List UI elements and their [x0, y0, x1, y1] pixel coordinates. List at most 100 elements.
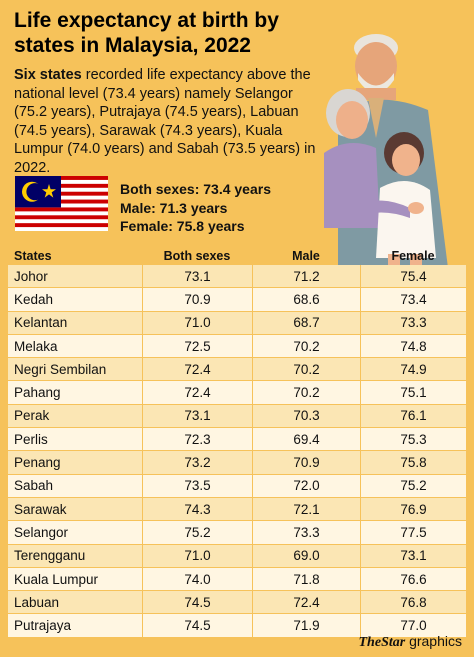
- header-male: Male: [292, 249, 320, 263]
- cell-male: 72.0: [252, 474, 360, 497]
- cell-female: 75.1: [360, 381, 466, 404]
- cell-state: Melaka: [14, 338, 58, 354]
- cell-female: 77.5: [360, 521, 466, 544]
- stat-both-sexes: Both sexes: 73.4 years: [120, 181, 271, 197]
- brand-logo: TheStar: [359, 635, 406, 650]
- cell-state: Sarawak: [14, 501, 67, 517]
- cell-state: Perak: [14, 408, 50, 424]
- footer-suffix: graphics: [405, 633, 462, 649]
- table-row: Putrajaya 74.5 71.9 77.0: [8, 614, 466, 638]
- cell-both-sexes: 75.2: [142, 521, 252, 544]
- cell-both-sexes: 73.1: [142, 265, 252, 288]
- table-row: Terengganu 71.0 69.0 73.1: [8, 544, 466, 568]
- table-row: Selangor 75.2 73.3 77.5: [8, 521, 466, 545]
- table-row: Labuan 74.5 72.4 76.8: [8, 591, 466, 615]
- cell-female: 76.1: [360, 404, 466, 428]
- cell-state: Labuan: [14, 594, 60, 610]
- table-row: Pahang 72.4 70.2 75.1: [8, 381, 466, 405]
- cell-female: 74.9: [360, 358, 466, 381]
- table-row: Penang 73.2 70.9 75.8: [8, 451, 466, 475]
- cell-state: Sabah: [14, 478, 54, 494]
- cell-both-sexes: 74.5: [142, 614, 252, 637]
- cell-male: 70.2: [252, 358, 360, 381]
- table-row: Johor 73.1 71.2 75.4: [8, 265, 466, 289]
- cell-female: 75.4: [360, 265, 466, 288]
- cell-state: Perlis: [14, 431, 48, 447]
- table-row: Sabah 73.5 72.0 75.2: [8, 474, 466, 498]
- cell-male: 70.2: [252, 334, 360, 358]
- cell-state: Kedah: [14, 291, 54, 307]
- cell-state: Johor: [14, 268, 48, 284]
- cell-male: 71.2: [252, 265, 360, 288]
- table-row: Sarawak 74.3 72.1 76.9: [8, 497, 466, 522]
- cell-both-sexes: 74.3: [142, 497, 252, 521]
- cell-male: 70.3: [252, 404, 360, 428]
- cell-male: 69.0: [252, 544, 360, 567]
- cell-male: 70.9: [252, 451, 360, 474]
- cell-male: 68.6: [252, 288, 360, 311]
- cell-female: 75.2: [360, 474, 466, 497]
- header-female: Female: [391, 249, 435, 263]
- cell-male: 68.7: [252, 311, 360, 334]
- cell-both-sexes: 74.0: [142, 567, 252, 591]
- cell-state: Negri Sembilan: [14, 361, 107, 377]
- cell-female: 74.8: [360, 334, 466, 358]
- cell-state: Kelantan: [14, 315, 68, 331]
- cell-female: 73.1: [360, 544, 466, 567]
- cell-female: 75.3: [360, 428, 466, 451]
- cell-male: 73.3: [252, 521, 360, 544]
- cell-both-sexes: 73.5: [142, 474, 252, 497]
- cell-both-sexes: 74.5: [142, 591, 252, 614]
- intro-lead: Six states: [14, 67, 82, 83]
- national-stats: Both sexes: 73.4 years Male: 71.3 years …: [120, 180, 320, 236]
- cell-male: 71.8: [252, 567, 360, 591]
- cell-female: 76.6: [360, 567, 466, 591]
- cell-male: 70.2: [252, 381, 360, 404]
- table-row: Kelantan 71.0 68.7 73.3: [8, 311, 466, 335]
- cell-female: 77.0: [360, 614, 466, 637]
- cell-state: Terengganu: [14, 548, 86, 564]
- table-row: Negri Sembilan 72.4 70.2 74.9: [8, 358, 466, 382]
- cell-male: 71.9: [252, 614, 360, 637]
- table-row: Kedah 70.9 68.6 73.4: [8, 288, 466, 312]
- cell-both-sexes: 72.4: [142, 358, 252, 381]
- cell-female: 76.8: [360, 591, 466, 614]
- cell-male: 72.4: [252, 591, 360, 614]
- cell-both-sexes: 70.9: [142, 288, 252, 311]
- cell-both-sexes: 71.0: [142, 544, 252, 567]
- stat-female: Female: 75.8 years: [120, 218, 245, 234]
- cell-male: 72.1: [252, 497, 360, 521]
- cell-male: 69.4: [252, 428, 360, 451]
- table-header: States Both sexes Male Female: [8, 247, 466, 265]
- header-states: States: [14, 249, 52, 263]
- cell-both-sexes: 72.5: [142, 334, 252, 358]
- footer-credit: TheStar graphics: [359, 633, 463, 651]
- brand-star: Star: [381, 635, 406, 650]
- intro-text: Six states recorded life expectancy abov…: [14, 66, 326, 178]
- malaysia-flag-icon: [15, 176, 108, 231]
- table-body: Johor 73.1 71.2 75.4 Kedah 70.9 68.6 73.4 Kelant…: [8, 265, 466, 638]
- table-row: Perak 73.1 70.3 76.1: [8, 404, 466, 429]
- brand-the: The: [358, 635, 382, 650]
- header-both-sexes: Both sexes: [163, 249, 231, 263]
- cell-state: Selangor: [14, 524, 69, 540]
- family-illustration: [318, 18, 474, 269]
- intro-rest: recorded life expectancy above the natio…: [14, 67, 316, 176]
- stat-male: Male: 71.3 years: [120, 199, 228, 216]
- cell-state: Penang: [14, 455, 61, 471]
- cell-both-sexes: 71.0: [142, 311, 252, 334]
- table-row: Kuala Lumpur 74.0 71.8 76.6: [8, 567, 466, 592]
- cell-both-sexes: 72.3: [142, 428, 252, 451]
- cell-both-sexes: 72.4: [142, 381, 252, 404]
- cell-female: 73.3: [360, 311, 466, 334]
- cell-female: 73.4: [360, 288, 466, 311]
- cell-state: Pahang: [14, 385, 61, 401]
- life-expectancy-table: States Both sexes Male Female Johor 73.1 7…: [8, 247, 466, 638]
- cell-female: 76.9: [360, 497, 466, 521]
- cell-both-sexes: 73.1: [142, 404, 252, 428]
- table-row: Perlis 72.3 69.4 75.3: [8, 428, 466, 452]
- cell-state: Putrajaya: [14, 618, 72, 634]
- cell-both-sexes: 73.2: [142, 451, 252, 474]
- cell-female: 75.8: [360, 451, 466, 474]
